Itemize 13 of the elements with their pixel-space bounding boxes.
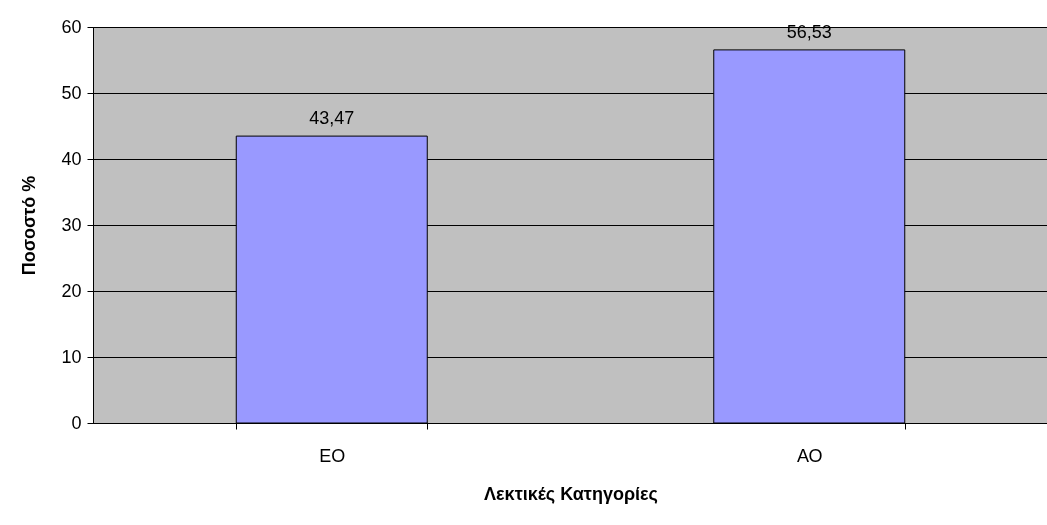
y-tick-label: 30: [61, 214, 82, 235]
data-label: 56,53: [786, 21, 832, 42]
y-tick-label: 0: [71, 412, 82, 433]
y-tick-label: 10: [61, 346, 82, 367]
y-tick-label: 50: [61, 82, 82, 103]
x-tick-label: ΕΟ: [319, 445, 346, 466]
x-tick-label: ΑΟ: [796, 445, 823, 466]
y-tick-label: 40: [61, 148, 82, 169]
y-tick-label: 60: [61, 16, 82, 37]
data-label: 43,47: [309, 108, 355, 129]
y-tick-label: 20: [61, 280, 82, 301]
y-axis-title: Ποσοστό %: [19, 175, 40, 276]
x-axis-title: Λεκτικές Κατηγορίες: [484, 483, 658, 504]
